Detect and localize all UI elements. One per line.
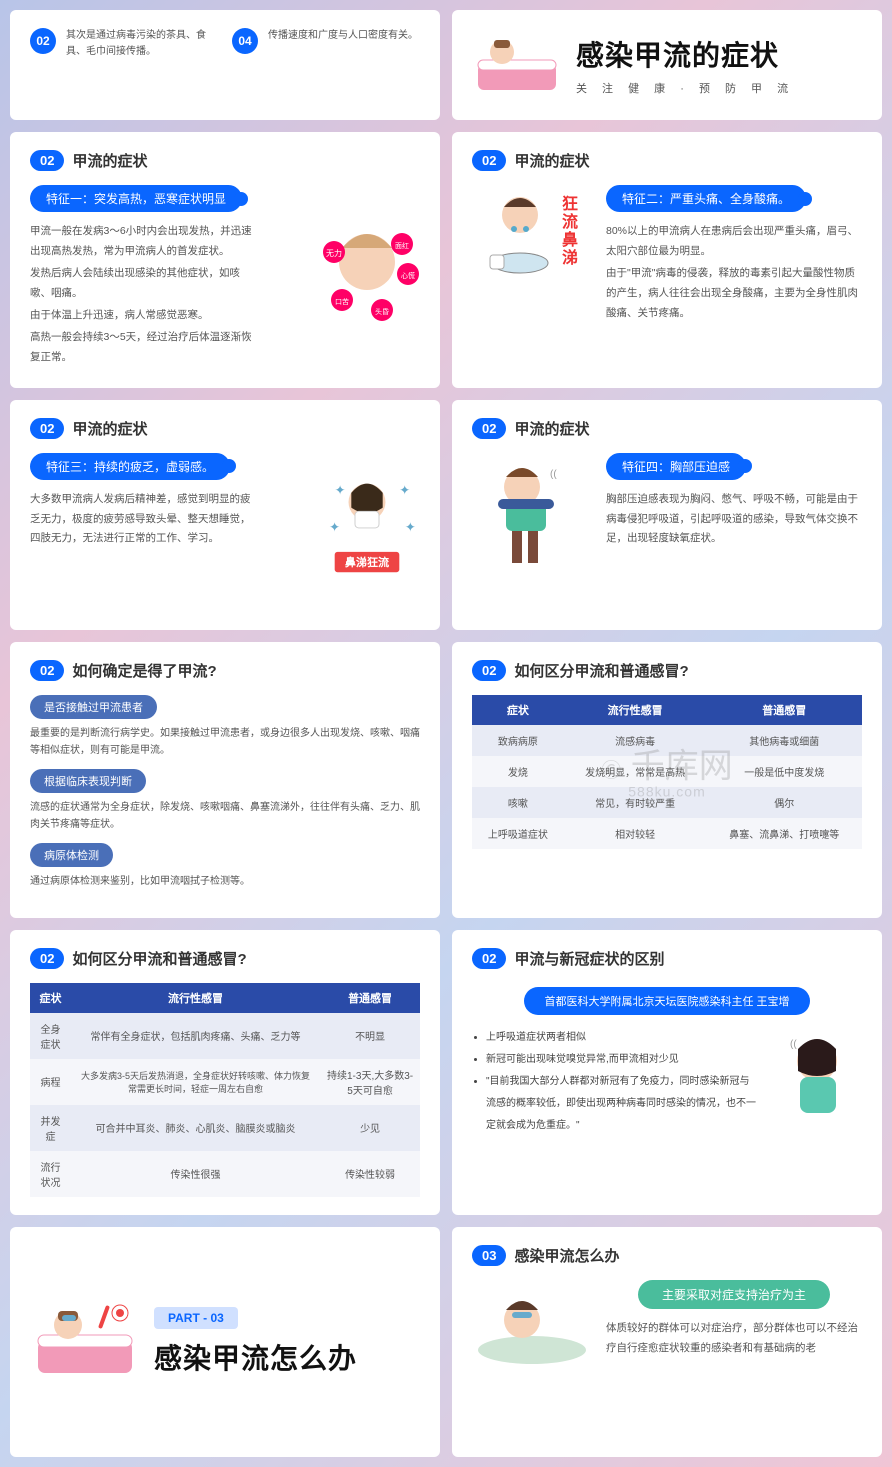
svg-text:涕: 涕 (562, 248, 578, 267)
slide-subtitle: 关 注 健 康 · 预 防 甲 流 (576, 80, 794, 96)
slide-title: 感染甲流的症状 (576, 34, 794, 74)
svg-text:口苦: 口苦 (335, 297, 349, 306)
section-number: 02 (472, 418, 506, 439)
sick-girl-icon: (( (772, 1027, 862, 1137)
body-text: 胸部压迫感表现为胸闷、憋气、呼吸不畅，可能是由于病毒侵犯呼吸道，引起呼吸道的感染… (606, 490, 862, 550)
section-title: 甲流与新冠症状的区别 (514, 948, 664, 969)
section-title: 甲流的症状 (72, 150, 147, 171)
svg-text:流: 流 (562, 212, 578, 231)
slide-symptom-4: 02 甲流的症状 (( 特征四：胸部压迫感 胸部压迫感表现为胸闷、憋气、呼吸不畅… (452, 400, 882, 630)
body-text: 体质较好的群体可以对症治疗，部分群体也可以不经治疗自行痊愈症状较重的感染者和有基… (606, 1319, 862, 1359)
body-text: 甲流一般在发病3～6小时内会出现发热，并迅速出现高热发热，常为甲流病人的首发症状… (30, 222, 260, 368)
section-number: 02 (472, 948, 506, 969)
quote-source: 首都医科大学附属北京天坛医院感染科主任 王宝增 (524, 987, 809, 1015)
slide-title: 感染甲流怎么办 (154, 1337, 357, 1377)
section-number: 02 (30, 948, 64, 969)
title-slide-part-3: PART - 03 感染甲流怎么办 (10, 1227, 440, 1457)
item-number-badge: 02 (30, 28, 56, 54)
table-row: 上呼吸道症状相对较轻鼻塞、流鼻涕、打喷嚏等 (472, 818, 862, 849)
subsection-text: 最重要的是判断流行病学史。如果接触过甲流患者，或身边很多人出现发烧、咳嗽、咽痛等… (30, 725, 420, 759)
feature-label: 特征三：持续的疲乏，虚弱感。 (30, 453, 230, 480)
subsection-heading: 是否接触过甲流患者 (30, 695, 157, 719)
section-title: 甲流的症状 (514, 418, 589, 439)
svg-text:鼻涕狂流: 鼻涕狂流 (345, 554, 389, 568)
section-number: 02 (472, 660, 506, 681)
table-row: 致病病原流感病毒其他病毒或细菌 (472, 725, 862, 756)
bed-illustration-icon (472, 30, 562, 100)
bullet-list: 上呼吸道症状两者相似 新冠可能出现味觉嗅觉异常,而甲流相对少见 "目前我国大部分… (472, 1027, 758, 1137)
subsection-heading: 根据临床表现判断 (30, 769, 146, 793)
resting-patient-icon (472, 1280, 592, 1370)
svg-text:✦: ✦ (335, 482, 346, 497)
section-title: 感染甲流怎么办 (514, 1245, 619, 1266)
svg-text:✦: ✦ (405, 519, 416, 534)
bed-thermometer-icon (30, 1297, 140, 1387)
comparison-table: 症状流行性感冒普通感冒 全身症状常伴有全身症状，包括肌肉疼痛、头痛、乏力等不明显… (30, 983, 420, 1197)
comparison-table: 症状流行性感冒普通感冒 致病病原流感病毒其他病毒或细菌 发烧发烧明显，常常是高热… (472, 695, 862, 849)
slide-symptom-1: 02 甲流的症状 特征一：突发高热，恶寒症状明显 甲流一般在发病3～6小时内会出… (10, 132, 440, 388)
svg-text:((: (( (790, 1039, 797, 1050)
svg-text:✦: ✦ (329, 519, 340, 534)
svg-text:✦: ✦ (399, 482, 410, 497)
feature-label: 特征一：突发高热，恶寒症状明显 (30, 185, 242, 212)
item-text: 传播速度和广度与人口密度有关。 (268, 28, 418, 54)
subsection-heading: 病原体检测 (30, 843, 113, 867)
coughing-child-icon: (( (472, 453, 582, 583)
section-number: 02 (30, 660, 64, 681)
feature-label: 特征二：严重头痛、全身酸痛。 (606, 185, 806, 212)
svg-text:无力: 无力 (326, 248, 342, 258)
slide-symptom-3: 02 甲流的症状 特征三：持续的疲乏，虚弱感。 大多数甲流病人发病后精神差，感觉… (10, 400, 440, 630)
slide-diagnosis: 02 如何确定是得了甲流? 是否接触过甲流患者 最重要的是判断流行病学史。如果接… (10, 642, 440, 918)
feature-label: 特征四：胸部压迫感 (606, 453, 746, 480)
subsection-text: 通过病原体检测来鉴别，比如甲流咽拭子检测等。 (30, 873, 420, 890)
body-text: 大多数甲流病人发病后精神差，感觉到明显的疲乏无力，极度的疲劳感导致头晕、整天想睡… (30, 490, 260, 550)
svg-text:狂: 狂 (562, 195, 578, 213)
item-number-badge: 04 (232, 28, 258, 54)
subsection-text: 流感的症状通常为全身症状，除发烧、咳嗽咽痛、鼻塞流涕外，往往伴有头痛、乏力、肌肉… (30, 799, 420, 833)
svg-text:头昏: 头昏 (375, 307, 389, 316)
slide-symptom-2: 02 甲流的症状 狂 流 鼻 涕 特征二：严重头痛、全身酸痛。 (452, 132, 882, 388)
section-title: 如何区分甲流和普通感冒? (72, 948, 246, 969)
section-number: 02 (30, 150, 64, 171)
section-number: 02 (30, 418, 64, 439)
section-title: 甲流的症状 (514, 150, 589, 171)
item-text: 其次是通过病毒污染的茶具、食具、毛巾间接传播。 (66, 28, 218, 60)
table-row: 全身症状常伴有全身症状，包括肌肉疼痛、头痛、乏力等不明显 (30, 1013, 420, 1059)
tissue-person-icon: 鼻涕狂流 ✦ ✦ ✦ ✦ (312, 467, 422, 587)
slide-comparison-table-1: Ⓒ 千库网 588ku.com 02 如何区分甲流和普通感冒? 症状流行性感冒普… (452, 642, 882, 918)
section-number: 03 (472, 1245, 506, 1266)
table-row: 并发症可合并中耳炎、肺炎、心肌炎、脑膜炎或脑炎少见 (30, 1105, 420, 1151)
table-row: 发烧发烧明显，常常是高热一般是低中度发烧 (472, 756, 862, 787)
treatment-heading: 主要采取对症支持治疗为主 (638, 1280, 830, 1309)
svg-text:面红: 面红 (395, 241, 409, 250)
section-title: 甲流的症状 (72, 418, 147, 439)
svg-text:心慌: 心慌 (401, 271, 415, 280)
slide-treatment: 03 感染甲流怎么办 主要采取对症支持治疗为主 体质较好的群体可以对症治疗，部分… (452, 1227, 882, 1457)
svg-text:鼻: 鼻 (562, 230, 578, 249)
body-text: 80%以上的甲流病人在患病后会出现严重头痛，眉弓、太阳穴部位最为明显。由于"甲流… (606, 222, 862, 324)
slide-comparison-table-2: 02 如何区分甲流和普通感冒? 症状流行性感冒普通感冒 全身症状常伴有全身症状，… (10, 930, 440, 1215)
title-slide-symptoms: 感染甲流的症状 关 注 健 康 · 预 防 甲 流 (452, 10, 882, 120)
runny-nose-icon: 狂 流 鼻 涕 (482, 185, 582, 295)
slide-covid-comparison: 02 甲流与新冠症状的区别 首都医科大学附属北京天坛医院感染科主任 王宝增 上呼… (452, 930, 882, 1215)
slide-transmission-items: 02 其次是通过病毒污染的茶具、食具、毛巾间接传播。 04 传播速度和广度与人口… (10, 10, 440, 120)
section-title: 如何区分甲流和普通感冒? (514, 660, 688, 681)
section-number: 02 (472, 150, 506, 171)
section-title: 如何确定是得了甲流? (72, 660, 216, 681)
part-label: PART - 03 (154, 1307, 238, 1329)
table-row: 病程大多发病3-5天后发热消退，全身症状好转咳嗽、体力恢复常需更长时间，轻症一周… (30, 1059, 420, 1105)
table-row: 咳嗽常见，有时较严重偶尔 (472, 787, 862, 818)
sick-person-icon: 无力 面红 心慌 口苦 头昏 (312, 212, 422, 332)
svg-text:((: (( (550, 469, 557, 480)
table-row: 流行状况传染性很强传染性较弱 (30, 1151, 420, 1197)
